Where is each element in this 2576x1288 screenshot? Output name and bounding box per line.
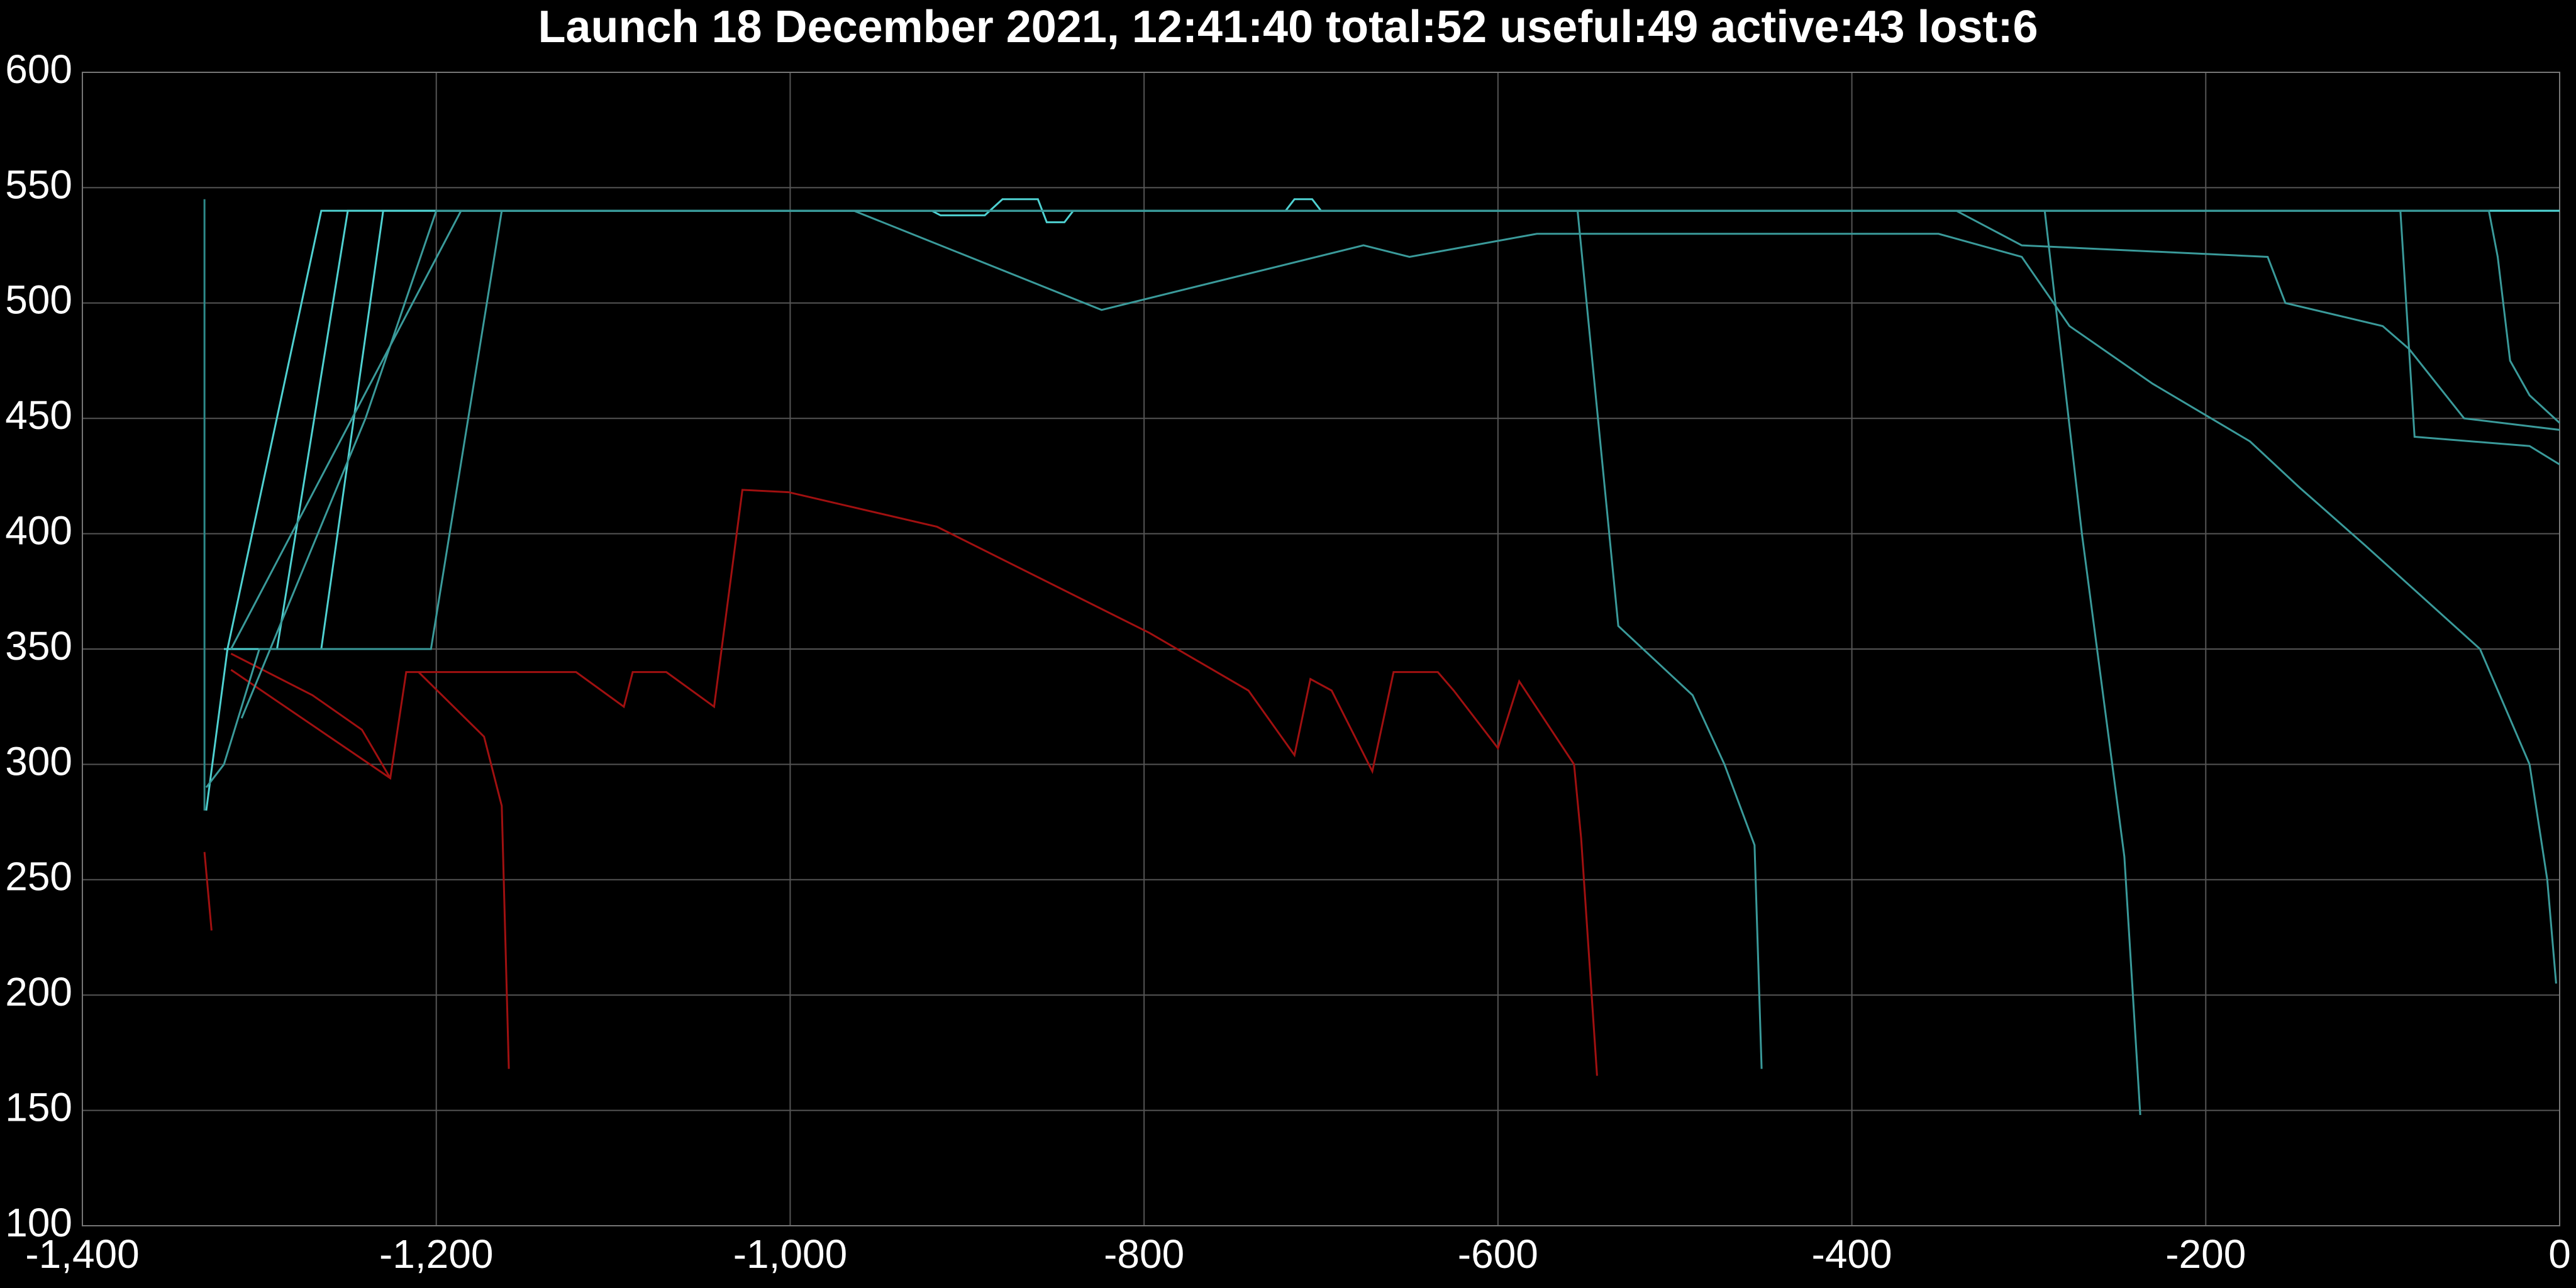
series-line: [224, 198, 1852, 650]
series-line: [436, 209, 2561, 424]
plot-frame: [82, 72, 2560, 1226]
series-line: [224, 198, 2560, 650]
y-tick-label: 300: [5, 738, 72, 784]
x-tick-label: -800: [1104, 1231, 1184, 1277]
x-tick-label: -400: [1812, 1231, 1892, 1277]
series-line: [230, 489, 1598, 1076]
x-tick-label: -1,000: [733, 1231, 847, 1277]
y-tick-label: 550: [5, 162, 72, 207]
y-tick-label: 500: [5, 277, 72, 323]
x-tick-label: -600: [1458, 1231, 1538, 1277]
series-line: [203, 852, 213, 931]
y-tick-label: 350: [5, 623, 72, 669]
series-line: [230, 653, 391, 779]
series-line: [2043, 210, 2141, 1116]
x-tick-label: -1,200: [379, 1231, 493, 1277]
x-tick-label: -1,400: [25, 1231, 139, 1277]
chart-title: Launch 18 December 2021, 12:41:40 total:…: [538, 2, 2038, 52]
y-tick-label: 600: [5, 47, 72, 92]
y-tick-label: 450: [5, 392, 72, 438]
series-line: [240, 209, 2560, 719]
x-tick-label: -200: [2165, 1231, 2246, 1277]
y-tick-label: 250: [5, 854, 72, 899]
series-line: [418, 671, 510, 1069]
y-tick-label: 150: [5, 1085, 72, 1130]
x-tick-label: 0: [2548, 1231, 2571, 1277]
y-tick-label: 200: [5, 969, 72, 1014]
series-line: [230, 209, 2557, 984]
series-line: [205, 209, 1763, 1069]
y-tick-label: 400: [5, 508, 72, 553]
y-tick-label: 100: [5, 1200, 72, 1245]
